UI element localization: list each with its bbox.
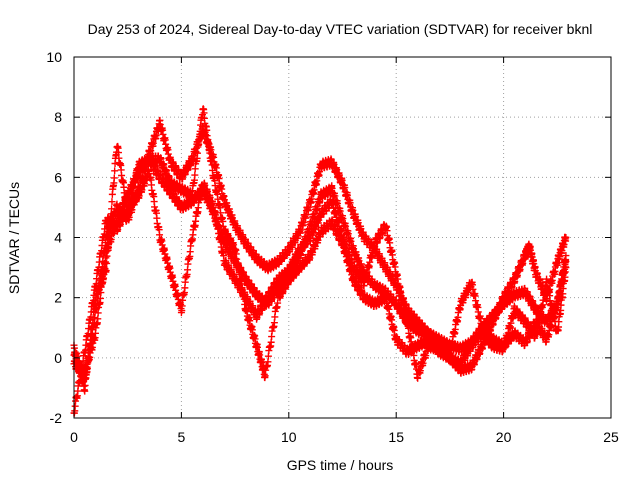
data-point	[188, 193, 196, 201]
data-point	[105, 229, 113, 237]
data-point	[84, 359, 92, 367]
data-point	[105, 236, 113, 244]
data-point	[89, 314, 97, 322]
data-point	[103, 259, 111, 267]
data-point	[562, 234, 570, 241]
data-point	[194, 149, 202, 157]
data-point	[562, 252, 570, 260]
data-point	[86, 336, 94, 344]
series-4	[70, 105, 570, 395]
data-point	[94, 315, 102, 323]
data-point	[110, 174, 118, 182]
data-point	[108, 198, 116, 206]
data-point	[111, 167, 119, 175]
data-point	[196, 127, 204, 135]
data-markers	[70, 105, 570, 417]
data-point	[108, 205, 116, 213]
data-point	[191, 171, 199, 179]
data-point	[81, 381, 89, 389]
data-point	[102, 267, 110, 275]
chart-title: Day 253 of 2024, Sidereal Day-to-day VTE…	[88, 21, 593, 37]
